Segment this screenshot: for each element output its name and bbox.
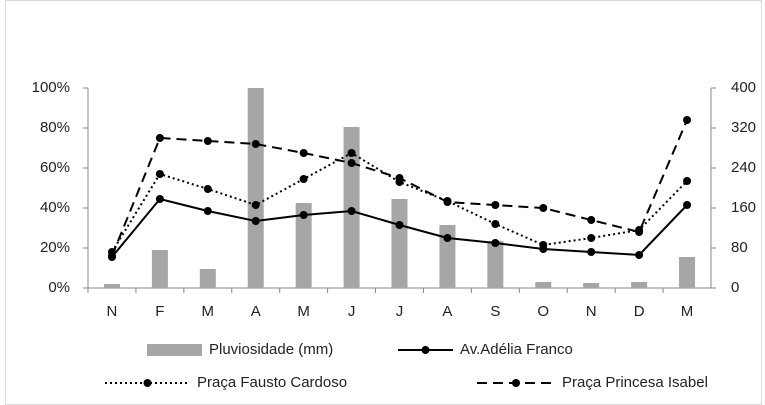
point xyxy=(539,241,548,249)
x-tick-label: J xyxy=(396,303,404,320)
legend-label: Av.Adélia Franco xyxy=(460,341,573,358)
x-tick-label: J xyxy=(348,303,356,320)
x-tick-label: N xyxy=(586,303,597,320)
point xyxy=(491,239,500,247)
y-tick-label: 80% xyxy=(40,119,70,136)
bar xyxy=(151,250,168,288)
point xyxy=(347,149,356,157)
chart-border xyxy=(5,0,762,405)
x-tick-label: A xyxy=(442,303,452,320)
point xyxy=(491,220,500,228)
bar xyxy=(247,88,264,288)
bar xyxy=(199,269,216,288)
point xyxy=(395,174,404,182)
point xyxy=(683,201,692,209)
point xyxy=(155,134,164,142)
y-tick-label: 60% xyxy=(40,159,70,176)
point xyxy=(587,248,596,256)
x-tick-label: M xyxy=(681,303,694,320)
point xyxy=(299,211,308,219)
x-tick-label: A xyxy=(251,303,261,320)
point xyxy=(443,198,452,206)
legend-swatch xyxy=(147,344,202,356)
point xyxy=(683,116,692,124)
x-tick-label: O xyxy=(537,303,549,320)
point xyxy=(683,177,692,185)
point xyxy=(395,221,404,229)
x-tick-label: M xyxy=(297,303,310,320)
y2-tick-label: 320 xyxy=(731,119,756,136)
point xyxy=(251,201,260,209)
x-tick-label: S xyxy=(490,303,500,320)
point xyxy=(347,159,356,167)
bar xyxy=(583,283,600,288)
point xyxy=(635,251,644,259)
bar xyxy=(295,203,312,288)
point xyxy=(635,228,644,236)
bar xyxy=(679,257,696,288)
point xyxy=(299,149,308,157)
point xyxy=(347,207,356,215)
x-tick-label: N xyxy=(107,303,118,320)
y-tick-label: 40% xyxy=(40,199,70,216)
x-tick-label: F xyxy=(155,303,164,320)
y-tick-label: 0% xyxy=(48,279,70,296)
bar xyxy=(631,282,648,288)
legend-marker xyxy=(512,379,520,387)
legend-label: Praça Princesa Isabel xyxy=(562,374,708,391)
y-tick-label: 20% xyxy=(40,239,70,256)
bar xyxy=(535,282,552,288)
bar xyxy=(103,284,120,288)
point xyxy=(107,252,116,260)
point xyxy=(251,140,260,148)
bar xyxy=(439,225,456,288)
y2-tick-label: 240 xyxy=(731,159,756,176)
point xyxy=(155,195,164,203)
point xyxy=(491,201,500,209)
point xyxy=(539,204,548,212)
legend-marker xyxy=(421,346,430,354)
point xyxy=(203,185,212,193)
legend-label: Praça Fausto Cardoso xyxy=(197,374,347,391)
point xyxy=(203,137,212,145)
point xyxy=(155,170,164,178)
bar xyxy=(391,199,408,288)
x-tick-label: D xyxy=(634,303,645,320)
x-tick-label: M xyxy=(202,303,215,320)
y2-tick-label: 0 xyxy=(731,279,739,296)
bar xyxy=(487,241,504,288)
legend-marker xyxy=(143,379,152,387)
y2-tick-label: 400 xyxy=(731,79,756,96)
point xyxy=(587,234,596,242)
y-tick-label: 100% xyxy=(32,79,70,96)
y2-tick-label: 80 xyxy=(731,239,748,256)
point xyxy=(203,207,212,215)
point xyxy=(587,216,596,224)
point xyxy=(443,234,452,242)
point xyxy=(251,217,260,225)
legend-label: Pluviosidade (mm) xyxy=(209,341,333,358)
y2-tick-label: 160 xyxy=(731,199,756,216)
point xyxy=(299,175,308,183)
